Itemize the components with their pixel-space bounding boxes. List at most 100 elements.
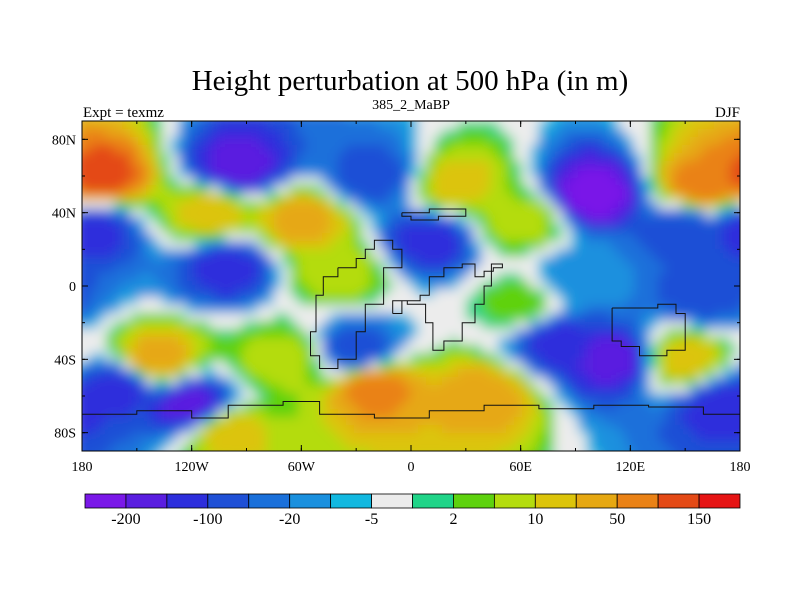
field-cell <box>410 361 419 370</box>
field-cell <box>130 433 139 442</box>
field-cell <box>362 441 371 450</box>
field-cell <box>410 433 419 442</box>
field-cell <box>394 161 403 170</box>
field-cell <box>642 433 651 442</box>
field-cell <box>698 433 707 442</box>
field-cell <box>114 441 123 450</box>
field-cell <box>162 433 171 442</box>
field-cell <box>266 169 275 178</box>
field-cell <box>82 433 91 442</box>
field-cell <box>474 425 483 434</box>
field-cell <box>562 153 571 162</box>
field-cell <box>258 409 267 418</box>
field-cell <box>434 185 443 194</box>
field-cell <box>242 433 251 442</box>
field-cell <box>450 321 459 330</box>
field-cell <box>434 313 443 322</box>
field-cell <box>322 449 331 451</box>
field-cell <box>586 249 595 258</box>
field-cell <box>674 177 683 186</box>
field-cell <box>362 385 371 394</box>
field-cell <box>250 185 259 194</box>
field-cell <box>90 369 99 378</box>
field-cell <box>370 297 379 306</box>
field-cell <box>170 313 179 322</box>
field-cell <box>682 153 691 162</box>
field-cell <box>490 361 499 370</box>
field-cell <box>746 273 755 282</box>
field-cell <box>106 433 115 442</box>
field-cell <box>274 249 283 258</box>
field-cell <box>746 289 755 298</box>
field-cell <box>290 313 299 322</box>
field-cell <box>114 385 123 394</box>
field-cell <box>138 129 147 138</box>
field-cell <box>370 273 379 282</box>
field-cell <box>570 401 579 410</box>
field-cell <box>530 257 539 266</box>
field-cell <box>522 209 531 218</box>
field-cell <box>218 129 227 138</box>
field-cell <box>602 233 611 242</box>
field-cell <box>90 297 99 306</box>
field-cell <box>226 185 235 194</box>
field-cell <box>682 449 691 451</box>
field-cell <box>354 153 363 162</box>
field-cell <box>218 273 227 282</box>
field-cell <box>274 201 283 210</box>
field-cell <box>426 321 435 330</box>
field-cell <box>458 169 467 178</box>
field-cell <box>706 281 715 290</box>
field-cell <box>98 409 107 418</box>
field-cell <box>298 185 307 194</box>
field-cell <box>314 345 323 354</box>
field-cell <box>362 417 371 426</box>
field-cell <box>170 153 179 162</box>
field-cell <box>650 377 659 386</box>
field-cell <box>298 129 307 138</box>
field-cell <box>274 353 283 362</box>
field-cell <box>746 353 755 362</box>
field-cell <box>714 249 723 258</box>
field-cell <box>690 297 699 306</box>
field-cell <box>714 289 723 298</box>
field-cell <box>402 217 411 226</box>
field-cell <box>634 233 643 242</box>
field-cell <box>370 145 379 154</box>
field-cell <box>626 297 635 306</box>
field-cell <box>130 137 139 146</box>
field-cell <box>466 393 475 402</box>
field-cell <box>82 297 83 306</box>
field-cell <box>642 353 651 362</box>
field-cell <box>226 249 235 258</box>
field-cell <box>682 361 691 370</box>
field-cell <box>618 161 627 170</box>
field-cell <box>466 449 475 451</box>
field-cell <box>714 193 723 202</box>
field-cell <box>306 305 315 314</box>
field-cell <box>226 257 235 266</box>
field-cell <box>338 353 347 362</box>
field-cell <box>338 393 347 402</box>
field-cell <box>554 273 563 282</box>
field-cell <box>402 225 411 234</box>
field-cell <box>234 433 243 442</box>
field-cell <box>442 201 451 210</box>
field-cell <box>90 129 99 138</box>
field-cell <box>266 121 275 130</box>
field-cell <box>530 393 539 402</box>
field-cell <box>226 177 235 186</box>
field-cell <box>306 257 315 266</box>
field-cell <box>130 265 139 274</box>
field-cell <box>330 393 339 402</box>
field-cell <box>202 353 211 362</box>
field-cell <box>178 337 187 346</box>
field-cell <box>274 409 283 418</box>
field-cell <box>698 233 707 242</box>
field-cell <box>634 305 643 314</box>
field-cell <box>378 393 387 402</box>
field-cell <box>130 409 139 418</box>
field-cell <box>386 321 395 330</box>
field-cell <box>298 361 307 370</box>
field-cell <box>378 289 387 298</box>
